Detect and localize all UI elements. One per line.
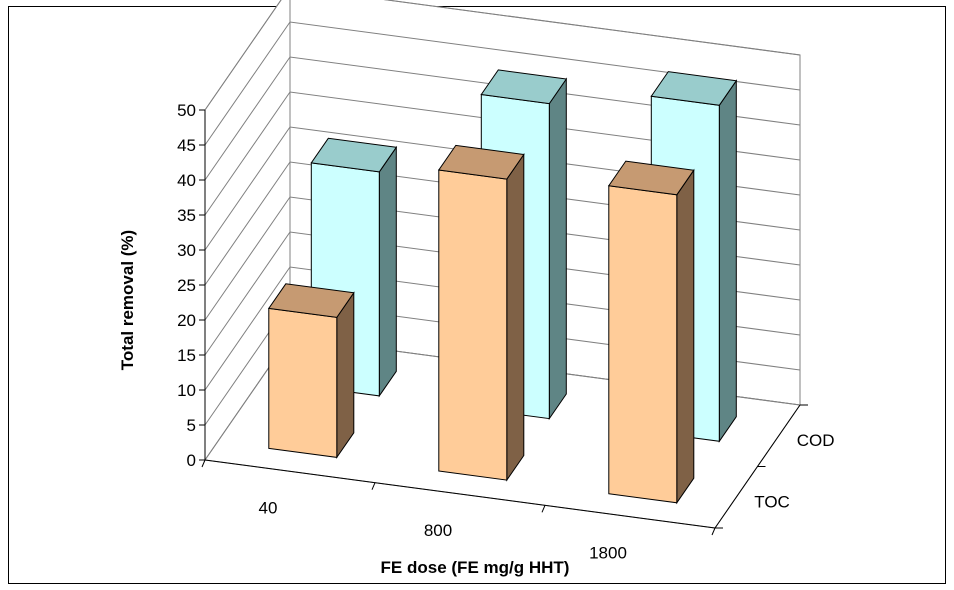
x-tick-label: 800 — [424, 521, 452, 540]
series-label: TOC — [754, 492, 790, 511]
x-tick — [371, 482, 376, 490]
bars — [267, 69, 738, 505]
bar-front-face — [608, 185, 678, 504]
bar-side-face — [506, 152, 525, 482]
gridline — [204, 21, 801, 146]
axis-labels: 0 5 10 15 20 25 30 35 40 45 50 40 800 1800 TOC COD — [177, 101, 834, 563]
x-axis-line — [204, 459, 716, 529]
gridline — [204, 0, 801, 111]
bar-top-face — [650, 71, 738, 106]
y-tick-label: 5 — [187, 416, 196, 435]
bar-side-face — [676, 168, 695, 505]
y-tick-label: 35 — [177, 206, 196, 225]
y-tick-label: 30 — [177, 241, 196, 260]
y-tick-label: 0 — [187, 451, 196, 470]
y-tick-label: 50 — [177, 101, 196, 120]
x-axis-title: FE dose (FE mg/g HHT) — [381, 558, 570, 577]
bar-top-face — [480, 69, 568, 105]
bar-top-face — [267, 283, 355, 318]
gridline — [204, 91, 801, 216]
x-tick — [201, 459, 206, 468]
bar-top-face — [310, 137, 398, 173]
y-tick-label: 20 — [177, 311, 196, 330]
x-tick-label: 1800 — [589, 544, 627, 563]
y-tick-label: 40 — [177, 171, 196, 190]
y-tick-label: 25 — [177, 276, 196, 295]
bar-side-face — [378, 145, 397, 398]
bar-front-face — [268, 307, 338, 458]
bar-side-face — [548, 77, 567, 421]
bar-front-face — [438, 169, 508, 481]
bar-toc-40 — [267, 283, 355, 460]
bar-top-face — [607, 160, 695, 196]
bar-toc-800 — [437, 144, 525, 482]
series-label: COD — [797, 431, 835, 450]
y-tick-label: 15 — [177, 346, 196, 365]
bar-side-face — [718, 79, 737, 443]
x-tick — [541, 505, 546, 513]
gridline — [204, 56, 801, 181]
bar-top-face — [437, 144, 525, 180]
x-tick-label: 40 — [259, 498, 278, 517]
axes — [199, 109, 808, 536]
x-tick — [711, 527, 716, 536]
bar-side-face — [336, 291, 355, 460]
bar-toc-1800 — [607, 160, 695, 505]
y-axis-title: Total removal (%) — [118, 230, 137, 370]
y-tick-label: 45 — [177, 136, 196, 155]
y-tick-label: 10 — [177, 381, 196, 400]
